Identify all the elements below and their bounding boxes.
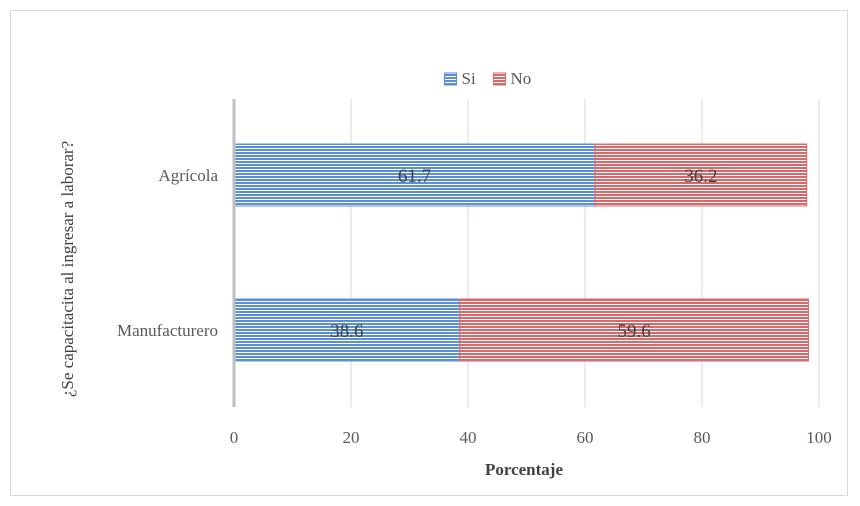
legend-item-no: No — [493, 69, 532, 88]
y-axis-title: ¿Se capacitacita al ingresar a laborar? — [58, 141, 77, 397]
x-tick-label-20: 20 — [343, 428, 360, 447]
x-tick-label-60: 60 — [577, 428, 594, 447]
stacked-bar-chart: 61.7 36.2 38.6 59.6 0 20 40 60 80 100 Agrícola Man… — [58, 69, 832, 479]
legend-label-si: Si — [462, 69, 476, 88]
axes: 0 20 40 60 80 100 Agrícola Manufacturero — [117, 99, 832, 447]
x-tick-label-40: 40 — [460, 428, 477, 447]
data-label-si-manufacturero: 38.6 — [330, 321, 363, 342]
chart-frame: 61.7 36.2 38.6 59.6 0 20 40 60 80 100 Agrícola Man… — [10, 10, 848, 496]
legend-item-si: Si — [444, 69, 476, 88]
x-tick-label-80: 80 — [694, 428, 711, 447]
bars: 61.7 36.2 38.6 59.6 — [233, 143, 809, 362]
bar-si-agricola — [233, 143, 596, 207]
legend-swatch-no — [493, 72, 506, 86]
data-label-no-manufacturero: 59.6 — [618, 321, 651, 342]
legend-swatch-si — [444, 72, 457, 86]
bar-no-agricola — [594, 143, 808, 207]
data-label-si-agricola: 61.7 — [398, 166, 431, 187]
legend-label-no: No — [511, 69, 532, 88]
category-label-manufacturero: Manufacturero — [117, 321, 218, 340]
bar-si-manufacturero — [233, 298, 461, 362]
x-axis-title: Porcentaje — [485, 460, 563, 479]
x-tick-label-100: 100 — [806, 428, 832, 447]
legend: Si No — [444, 69, 532, 88]
data-label-no-agricola: 36.2 — [684, 166, 717, 187]
category-label-agricola: Agrícola — [159, 166, 219, 185]
bar-no-manufacturero — [459, 298, 809, 362]
x-tick-label-0: 0 — [230, 428, 239, 447]
